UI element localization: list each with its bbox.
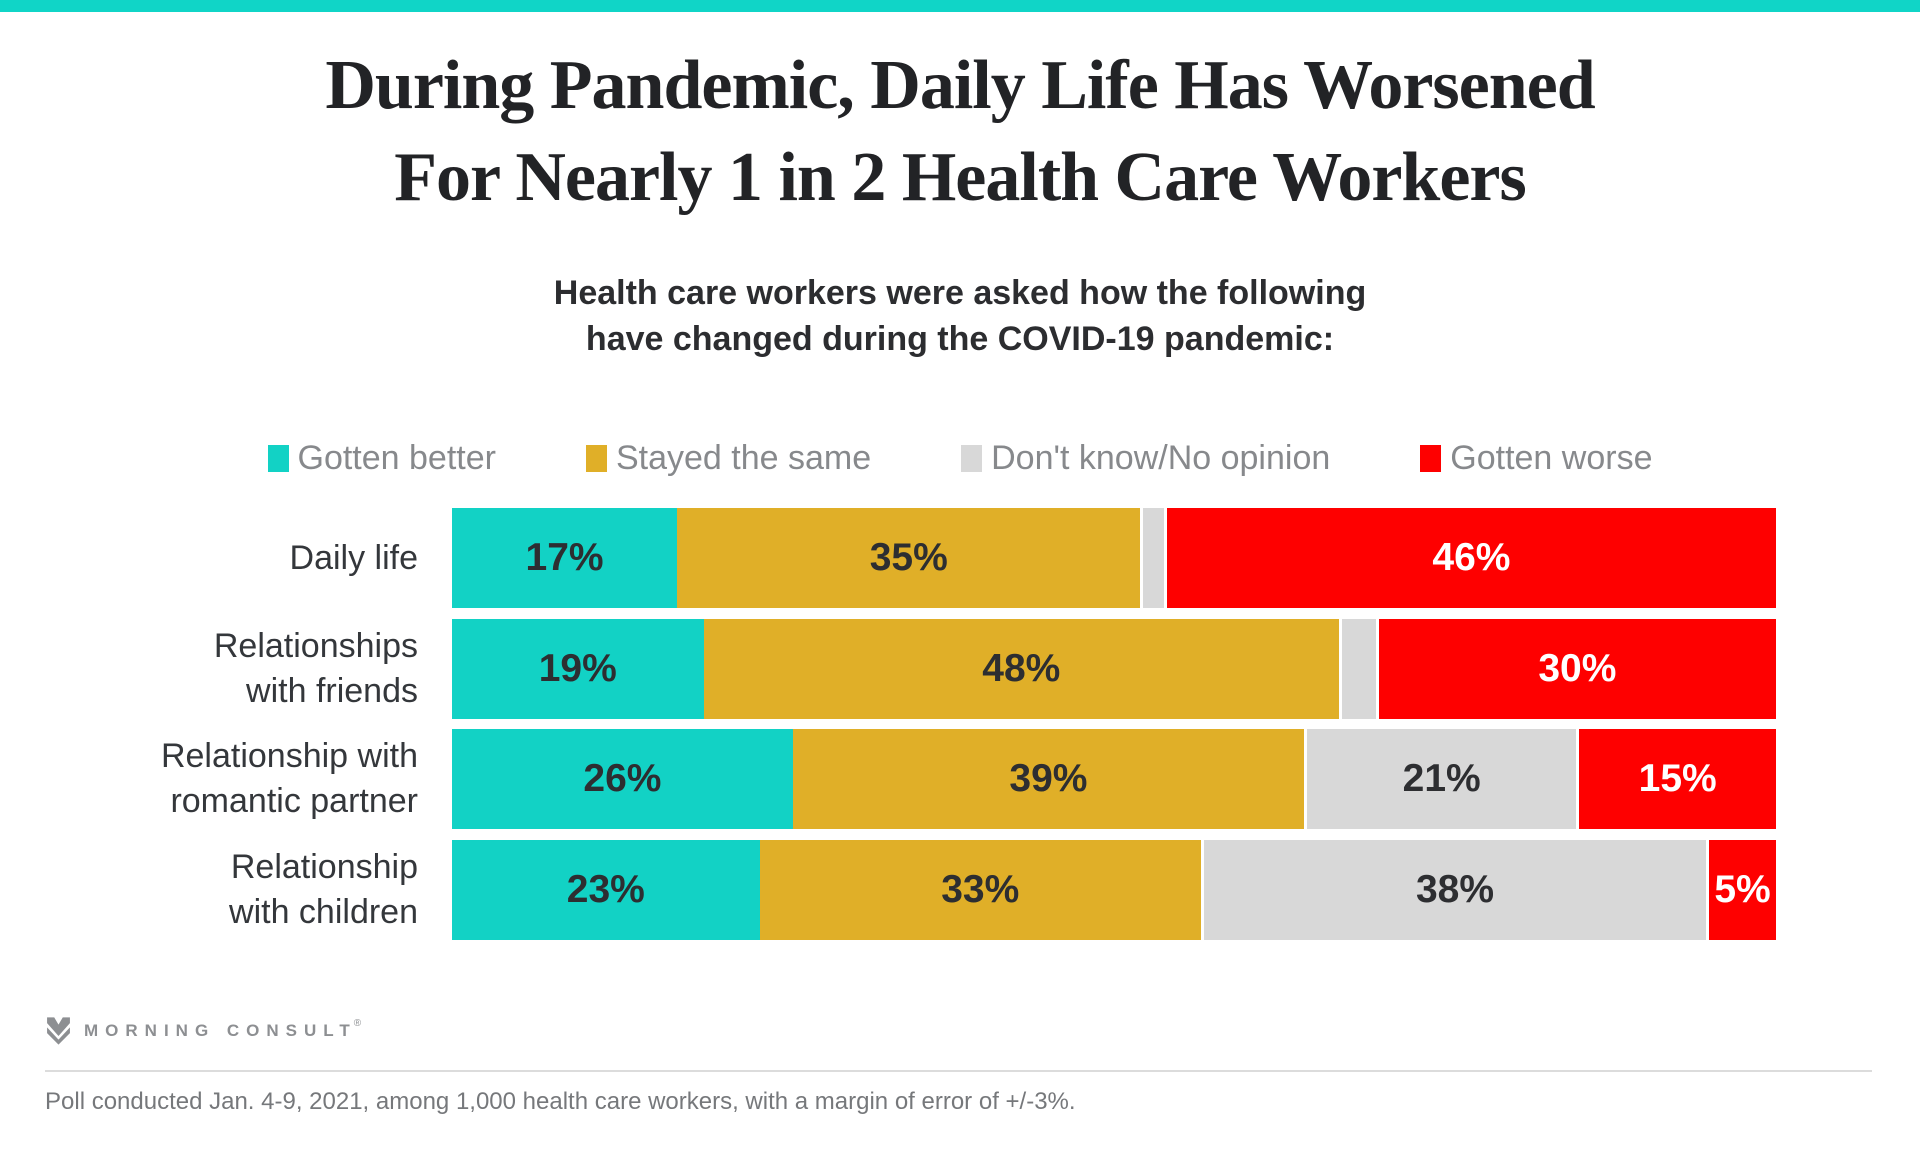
bar-segment-worse: 46% (1166, 508, 1776, 608)
bar-segment-worse: 5% (1709, 840, 1776, 940)
bar-value-label: 39% (1009, 757, 1088, 800)
category-label: Relationships with friends (0, 619, 418, 719)
category-label: Daily life (0, 508, 418, 608)
category-label-line: Relationship with (160, 737, 418, 775)
bar-stack: 23% 33% 38% 5% (452, 840, 1776, 940)
bar-segment-better: 17% (452, 508, 678, 608)
chart-row-4: Relationship with children 23% 33% 38% 5% (0, 840, 1920, 940)
bar-value-label: 21% (1402, 757, 1481, 800)
category-label-line: Daily life (289, 538, 418, 577)
legend-label-better: Gotten better (297, 438, 496, 477)
bar-stack: 19% 48% 30% (452, 619, 1776, 719)
bar-value-label: 19% (538, 647, 617, 690)
bar-segment-dk (1339, 619, 1379, 719)
legend-swatch-dk (961, 444, 983, 472)
morning-consult-logo-icon (47, 1017, 70, 1045)
page-title: During Pandemic, Daily Life Has Worsened… (0, 40, 1920, 224)
stacked-bar-chart: Daily life 17% 35% 46% Relationships with fri… (0, 508, 1920, 942)
legend-item-dk: Don't know/No opinion (961, 439, 1330, 478)
bar-segment-worse: 15% (1579, 729, 1776, 829)
legend-item-worse: Gotten worse (1420, 439, 1652, 478)
bar-segment-better: 26% (452, 729, 793, 829)
bar-segment-better: 19% (452, 619, 704, 719)
bar-segment-same: 33% (759, 840, 1201, 940)
legend-swatch-same (585, 444, 607, 472)
bar-value-label: 5% (1714, 868, 1771, 911)
methodology-note: Poll conducted Jan. 4-9, 2021, among 1,0… (45, 1088, 1076, 1115)
bar-segment-same: 39% (792, 729, 1305, 829)
bar-value-label: 15% (1638, 757, 1717, 800)
category-label-line: Relationship (230, 848, 418, 886)
bar-value-label: 35% (869, 536, 948, 579)
category-label: Relationship with romantic partner (0, 729, 418, 829)
bar-stack: 26% 39% 21% 15% (452, 729, 1776, 829)
legend-item-better: Gotten better (267, 438, 496, 478)
bar-value-label: 23% (566, 868, 645, 911)
bar-segment-same: 48% (703, 619, 1340, 719)
registered-trademark-mark: ® (353, 1017, 362, 1029)
bar-segment-better: 23% (452, 840, 760, 940)
chart-row-3: Relationship with romantic partner 26% 39% 2… (0, 729, 1920, 829)
bar-value-label: 17% (525, 536, 604, 579)
bar-segment-same: 35% (677, 508, 1141, 608)
chart-subtitle-line-2: have changed during the COVID-19 pandemi… (585, 320, 1335, 358)
bar-value-label: 33% (941, 868, 1020, 911)
morning-consult-logo-text: MORNING CONSULT (84, 1021, 357, 1040)
legend-swatch-better (267, 444, 289, 472)
bar-segment-worse: 30% (1378, 619, 1776, 719)
page-title-line-2: For Nearly 1 in 2 Health Care Workers (394, 139, 1526, 216)
page-title-line-1: During Pandemic, Daily Life Has Worsened (325, 47, 1595, 124)
chart-legend: Gotten better Stayed the same Don't know/N… (0, 438, 1920, 478)
bar-segment-dk (1140, 508, 1167, 608)
category-label: Relationship with children (0, 840, 418, 940)
legend-swatch-worse (1420, 444, 1442, 472)
bar-value-label: 26% (583, 757, 662, 800)
bar-value-label: 30% (1538, 647, 1617, 690)
bar-value-label: 48% (982, 647, 1061, 690)
category-label-line: with friends (246, 672, 418, 710)
bar-value-label: 38% (1415, 868, 1495, 911)
legend-label-worse: Gotten worse (1450, 438, 1653, 477)
bar-segment-dk: 21% (1304, 729, 1580, 829)
category-label-line: romantic partner (170, 782, 418, 820)
morning-consult-logo: MORNING CONSULT ® (45, 1016, 361, 1046)
brand-accent-bar (0, 0, 1920, 12)
category-label-line: with children (229, 893, 418, 931)
chart-row-1: Daily life 17% 35% 46% (0, 508, 1920, 608)
bar-segment-dk: 38% (1200, 840, 1710, 940)
legend-label-same: Stayed the same (615, 438, 872, 477)
bar-value-label: 46% (1432, 536, 1511, 579)
bar-stack: 17% 35% 46% (452, 508, 1776, 608)
legend-label-dk: Don't know/No opinion (991, 438, 1331, 477)
footer-divider (45, 1070, 1872, 1072)
chart-subtitle-line-1: Health care workers were asked how the f… (553, 274, 1367, 312)
chart-row-2: Relationships with friends 19% 48% 30% (0, 619, 1920, 719)
chart-subtitle: Health care workers were asked how the f… (0, 270, 1920, 362)
legend-item-same: Stayed the same (585, 438, 872, 478)
category-label-line: Relationships (213, 627, 418, 665)
